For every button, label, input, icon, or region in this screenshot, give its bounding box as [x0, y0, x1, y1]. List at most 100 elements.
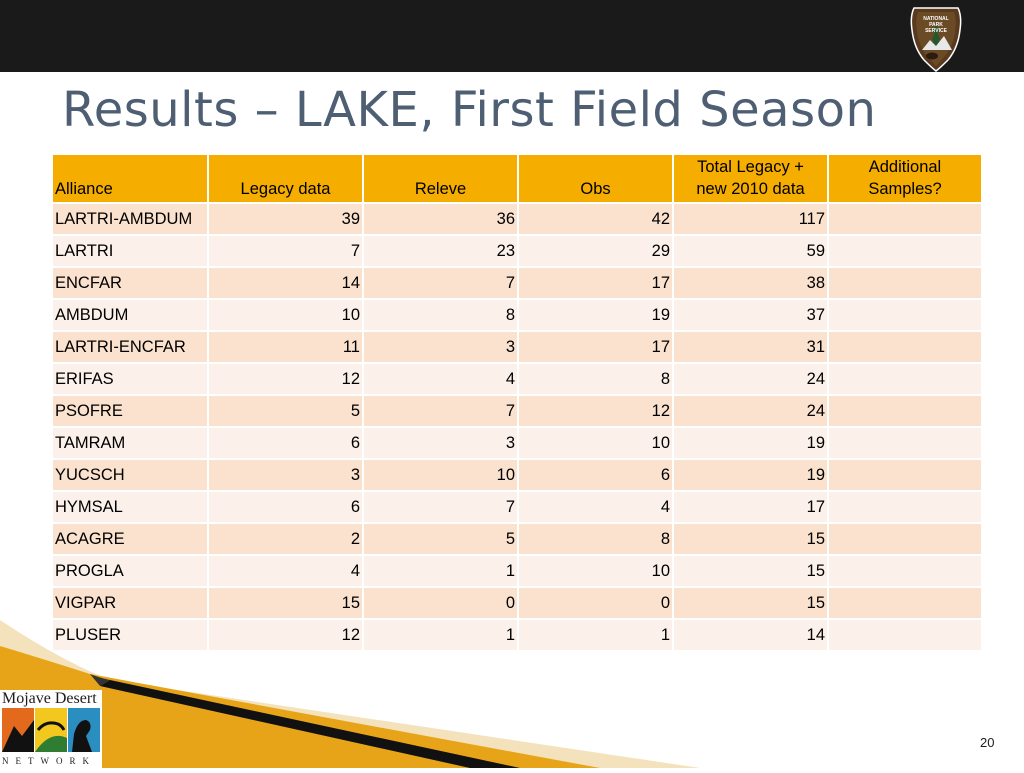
- cell-additional-samples: [829, 396, 981, 426]
- logo-subtitle: NETWORK: [2, 756, 96, 766]
- cell-legacy-data: 6: [209, 428, 362, 458]
- cell-additional-samples: [829, 204, 981, 234]
- cell-legacy-data: 6: [209, 492, 362, 522]
- cell-total: 117: [674, 204, 827, 234]
- cell-total: 24: [674, 364, 827, 394]
- table-row: PSOFRE 5 7 12 24: [53, 396, 981, 426]
- cell-releve: 10: [364, 460, 517, 490]
- cell-legacy-data: 5: [209, 396, 362, 426]
- cell-additional-samples: [829, 588, 981, 618]
- cell-obs: 10: [519, 428, 672, 458]
- table-row: PROGLA 4 1 10 15: [53, 556, 981, 586]
- table-row: LARTRI-AMBDUM 39 36 42 117: [53, 204, 981, 234]
- cell-obs: 4: [519, 492, 672, 522]
- cell-alliance: VIGPAR: [53, 588, 207, 618]
- cell-alliance: PSOFRE: [53, 396, 207, 426]
- cell-obs: 6: [519, 460, 672, 490]
- cell-total: 37: [674, 300, 827, 330]
- table-row: ACAGRE 2 5 8 15: [53, 524, 981, 554]
- cell-releve: 3: [364, 428, 517, 458]
- cell-alliance: PLUSER: [53, 620, 207, 650]
- decorative-swoosh: [0, 620, 700, 768]
- cell-obs: 8: [519, 524, 672, 554]
- cell-alliance: LARTRI-ENCFAR: [53, 332, 207, 362]
- cell-additional-samples: [829, 492, 981, 522]
- cell-legacy-data: 39: [209, 204, 362, 234]
- cell-obs: 19: [519, 300, 672, 330]
- cell-releve: 0: [364, 588, 517, 618]
- nps-arrowhead-icon: NATIONAL PARK SERVICE: [910, 7, 962, 72]
- cell-legacy-data: 3: [209, 460, 362, 490]
- cell-releve: 4: [364, 364, 517, 394]
- cell-total: 15: [674, 556, 827, 586]
- table-row: ENCFAR 14 7 17 38: [53, 268, 981, 298]
- cell-alliance: LARTRI-AMBDUM: [53, 204, 207, 234]
- table-row: LARTRI 7 23 29 59: [53, 236, 981, 266]
- cell-additional-samples: [829, 268, 981, 298]
- table-row: YUCSCH 3 10 6 19: [53, 460, 981, 490]
- cell-additional-samples: [829, 332, 981, 362]
- cell-alliance: HYMSAL: [53, 492, 207, 522]
- cell-releve: 3: [364, 332, 517, 362]
- header-additional-samples: Additional Samples?: [829, 155, 981, 202]
- cell-total: 17: [674, 492, 827, 522]
- cell-obs: 12: [519, 396, 672, 426]
- cell-releve: 23: [364, 236, 517, 266]
- header-obs: Obs: [519, 155, 672, 202]
- header-alliance: Alliance: [53, 155, 207, 202]
- cell-obs: 1: [519, 620, 672, 650]
- cell-total: 59: [674, 236, 827, 266]
- nps-badge-line: SERVICE: [925, 28, 948, 34]
- cell-legacy-data: 7: [209, 236, 362, 266]
- slide-title: Results – LAKE, First Field Season: [62, 82, 877, 138]
- cell-releve: 8: [364, 300, 517, 330]
- cell-legacy-data: 4: [209, 556, 362, 586]
- cell-alliance: PROGLA: [53, 556, 207, 586]
- table-row: PLUSER 12 1 1 14: [53, 620, 981, 650]
- table-row: HYMSAL 6 7 4 17: [53, 492, 981, 522]
- cell-obs: 29: [519, 236, 672, 266]
- page-number: 20: [980, 735, 995, 750]
- cell-releve: 7: [364, 268, 517, 298]
- cell-total: 31: [674, 332, 827, 362]
- table-row: ERIFAS 12 4 8 24: [53, 364, 981, 394]
- cell-additional-samples: [829, 524, 981, 554]
- cell-alliance: ERIFAS: [53, 364, 207, 394]
- nps-badge-line: NATIONAL: [923, 16, 948, 22]
- cell-additional-samples: [829, 364, 981, 394]
- cell-total: 24: [674, 396, 827, 426]
- cell-additional-samples: [829, 300, 981, 330]
- cell-legacy-data: 12: [209, 364, 362, 394]
- cell-additional-samples: [829, 460, 981, 490]
- cell-additional-samples: [829, 556, 981, 586]
- cell-additional-samples: [829, 236, 981, 266]
- cell-legacy-data: 10: [209, 300, 362, 330]
- cell-obs: 0: [519, 588, 672, 618]
- cell-alliance: AMBDUM: [53, 300, 207, 330]
- cell-alliance: LARTRI: [53, 236, 207, 266]
- cell-additional-samples: [829, 428, 981, 458]
- logo-title: Mojave Desert: [2, 690, 97, 707]
- cell-releve: 1: [364, 556, 517, 586]
- cell-releve: 5: [364, 524, 517, 554]
- table-row: VIGPAR 15 0 0 15: [53, 588, 981, 618]
- cell-alliance: ACAGRE: [53, 524, 207, 554]
- header-total: Total Legacy + new 2010 data: [674, 155, 827, 202]
- cell-releve: 36: [364, 204, 517, 234]
- cell-total: 15: [674, 524, 827, 554]
- header-legacy-data: Legacy data: [209, 155, 362, 202]
- cell-alliance: TAMRAM: [53, 428, 207, 458]
- cell-obs: 8: [519, 364, 672, 394]
- cell-additional-samples: [829, 620, 981, 650]
- cell-obs: 17: [519, 332, 672, 362]
- cell-total: 19: [674, 428, 827, 458]
- table-row: AMBDUM 10 8 19 37: [53, 300, 981, 330]
- results-table: Alliance Legacy data Releve Obs Total Le…: [51, 153, 983, 652]
- header-releve: Releve: [364, 155, 517, 202]
- table-row: LARTRI-ENCFAR 11 3 17 31: [53, 332, 981, 362]
- cell-obs: 42: [519, 204, 672, 234]
- cell-alliance: YUCSCH: [53, 460, 207, 490]
- cell-alliance: ENCFAR: [53, 268, 207, 298]
- cell-legacy-data: 11: [209, 332, 362, 362]
- table-row: TAMRAM 6 3 10 19: [53, 428, 981, 458]
